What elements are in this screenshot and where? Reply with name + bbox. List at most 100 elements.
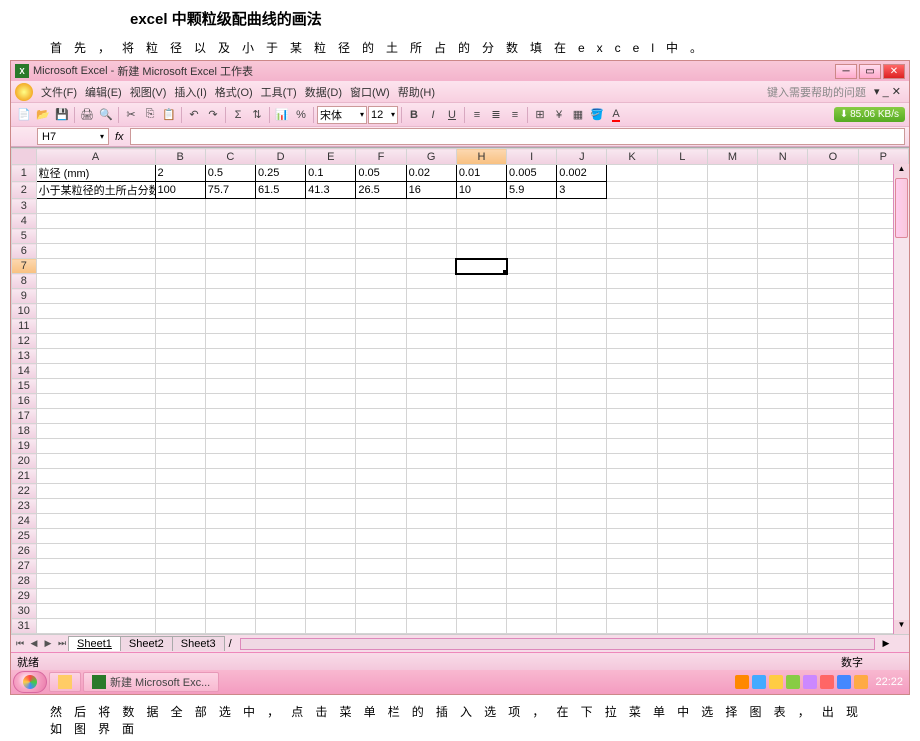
cell[interactable] (356, 589, 406, 604)
scroll-thumb[interactable] (895, 178, 908, 238)
cell[interactable] (707, 349, 757, 364)
cell[interactable] (36, 364, 155, 379)
cell[interactable] (507, 574, 557, 589)
cell[interactable] (456, 244, 506, 259)
cell[interactable] (758, 514, 808, 529)
cell[interactable] (557, 514, 607, 529)
menu-window[interactable]: 窗口(W) (346, 82, 394, 102)
bold-icon[interactable]: B (405, 106, 423, 124)
cell[interactable] (808, 589, 858, 604)
new-icon[interactable]: 📄 (15, 106, 33, 124)
cell[interactable] (557, 484, 607, 499)
cell[interactable] (758, 379, 808, 394)
cell[interactable] (607, 589, 657, 604)
cell[interactable] (306, 604, 356, 619)
cell[interactable] (707, 334, 757, 349)
cell[interactable] (36, 394, 155, 409)
row-header[interactable]: 25 (12, 529, 37, 544)
cell[interactable] (507, 334, 557, 349)
cell[interactable]: 2 (155, 165, 205, 182)
cell[interactable] (155, 394, 205, 409)
cell[interactable] (456, 379, 506, 394)
cell[interactable] (758, 349, 808, 364)
cell[interactable] (657, 304, 707, 319)
row-header[interactable]: 20 (12, 454, 37, 469)
cell[interactable] (707, 304, 757, 319)
cell[interactable] (255, 529, 305, 544)
cell[interactable] (607, 559, 657, 574)
cell[interactable] (758, 199, 808, 214)
cell[interactable] (808, 214, 858, 229)
cell[interactable] (456, 574, 506, 589)
cell[interactable] (657, 214, 707, 229)
cell[interactable] (758, 319, 808, 334)
cell[interactable] (205, 349, 255, 364)
help-search[interactable]: 键入需要帮助的问题 (763, 84, 870, 100)
cell[interactable] (507, 484, 557, 499)
cell[interactable] (707, 182, 757, 199)
row-header[interactable]: 19 (12, 439, 37, 454)
cell[interactable] (306, 529, 356, 544)
cell[interactable] (255, 409, 305, 424)
cell[interactable] (657, 574, 707, 589)
cell[interactable] (205, 559, 255, 574)
cell[interactable] (607, 454, 657, 469)
cell[interactable] (306, 394, 356, 409)
cell[interactable] (657, 274, 707, 289)
cell[interactable] (456, 304, 506, 319)
cell[interactable] (507, 469, 557, 484)
cell[interactable]: 5.9 (507, 182, 557, 199)
cell[interactable] (808, 469, 858, 484)
cell[interactable] (707, 604, 757, 619)
cell[interactable] (557, 574, 607, 589)
cell[interactable] (36, 574, 155, 589)
col-header-P[interactable]: P (858, 149, 908, 165)
cell[interactable] (808, 544, 858, 559)
cell[interactable] (306, 424, 356, 439)
row-header[interactable]: 1 (12, 165, 37, 182)
cell[interactable] (657, 514, 707, 529)
cell[interactable] (707, 214, 757, 229)
cell[interactable] (205, 484, 255, 499)
cell[interactable] (255, 199, 305, 214)
cell[interactable] (36, 424, 155, 439)
cell[interactable] (406, 514, 456, 529)
font-name-select[interactable]: 宋体▾ (317, 106, 367, 124)
cell[interactable] (758, 244, 808, 259)
cut-icon[interactable]: ✂ (122, 106, 140, 124)
borders-icon[interactable]: ▦ (569, 106, 587, 124)
cell[interactable] (657, 604, 707, 619)
cell[interactable] (406, 544, 456, 559)
cell[interactable] (657, 439, 707, 454)
cell[interactable] (306, 214, 356, 229)
cell[interactable] (36, 559, 155, 574)
cell[interactable] (707, 379, 757, 394)
cell[interactable] (255, 244, 305, 259)
cell[interactable] (406, 229, 456, 244)
cell[interactable] (155, 319, 205, 334)
cell[interactable] (456, 319, 506, 334)
cell[interactable] (36, 514, 155, 529)
cell[interactable] (657, 229, 707, 244)
cell[interactable] (808, 409, 858, 424)
scroll-down-icon[interactable]: ▼ (894, 620, 909, 634)
cell[interactable] (557, 424, 607, 439)
cell[interactable] (306, 409, 356, 424)
cell[interactable] (607, 199, 657, 214)
cell[interactable] (657, 499, 707, 514)
cell[interactable] (808, 439, 858, 454)
row-header[interactable]: 12 (12, 334, 37, 349)
cell[interactable] (557, 544, 607, 559)
cell[interactable] (155, 379, 205, 394)
cell[interactable] (155, 589, 205, 604)
cell[interactable] (255, 574, 305, 589)
cell[interactable] (707, 274, 757, 289)
col-header-C[interactable]: C (205, 149, 255, 165)
tab-sheet2[interactable]: Sheet2 (120, 636, 173, 651)
cell[interactable] (657, 394, 707, 409)
cell[interactable]: 0.01 (456, 165, 506, 182)
menu-format[interactable]: 格式(O) (211, 82, 257, 102)
cell[interactable] (36, 499, 155, 514)
cell[interactable] (36, 484, 155, 499)
cell[interactable] (657, 349, 707, 364)
